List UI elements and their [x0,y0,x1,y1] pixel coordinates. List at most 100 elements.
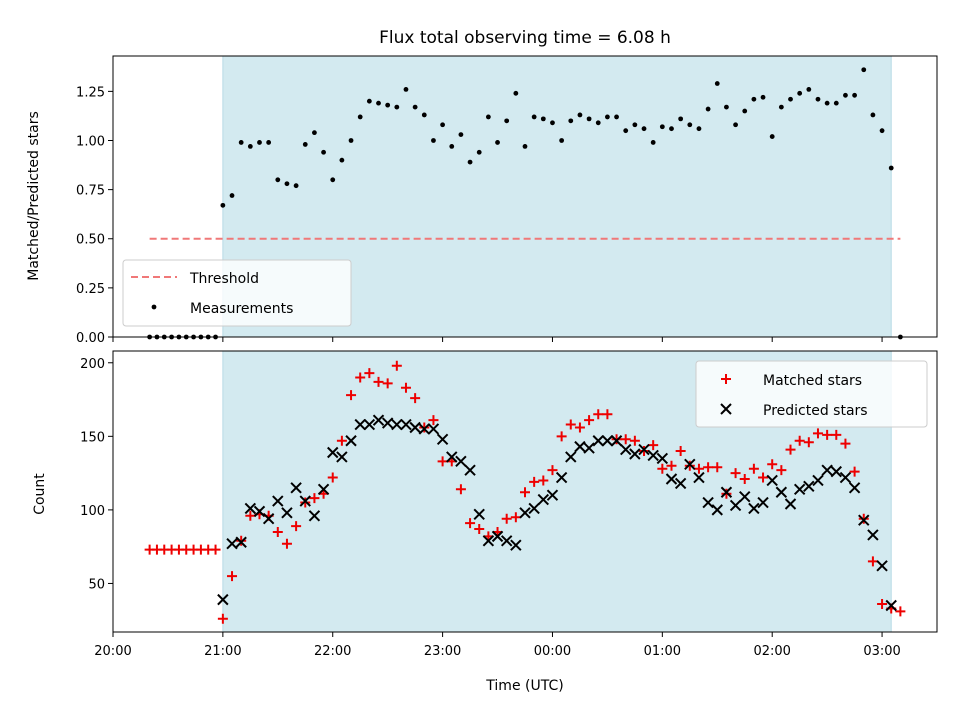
predicted-stars-point [610,435,623,447]
measurement-point [440,122,445,128]
predicted-stars-point [327,446,339,459]
predicted-stars-point [400,418,412,431]
predicted-stars-point [720,486,733,498]
y-tick-label: 1.00 [76,134,105,149]
predicted-stars-point [290,482,302,494]
predicted-stars-point [876,560,888,572]
matched-stars-point [822,429,833,440]
predicted-stars-point [839,471,852,484]
measurement-point [769,134,775,139]
matched-stars-point [657,463,668,474]
measurement-point [504,118,510,124]
predicted-stars-point [565,451,577,463]
measurement-point [257,140,262,145]
legend-matched-label: Matched stars [763,373,862,389]
matched-stars-point [785,444,796,455]
predicted-stars-point [510,539,522,551]
predicted-stars-point [546,489,559,501]
measurement-point [330,177,336,183]
legend-measurements-swatch [151,304,157,310]
matched-stars-point [602,409,613,420]
measurement-point [238,140,244,145]
measurement-point [824,100,830,106]
measurement-point [385,102,391,108]
matched-stars-point [309,493,320,504]
measurement-point [357,114,363,120]
y-tick-label: 100 [80,504,105,519]
measurement-point [788,96,793,102]
x-axis-label: Time (UTC) [485,678,563,694]
matched-stars-point [410,393,421,404]
matched-stars-point [373,376,384,387]
predicted-stars-point [793,483,806,496]
x-tick-label: 22:00 [314,644,351,659]
measurement-point [669,126,674,132]
measurement-point [696,126,702,132]
matched-stars-point [867,556,878,567]
matched-stars-point [730,468,741,479]
measurement-point [550,120,555,126]
measurement-point [522,143,528,149]
measurement-point [870,112,876,118]
matched-stars-point [748,463,759,474]
top-y-axis-label: Matched/Predicted stars [26,111,42,281]
measurement-point [778,104,784,110]
predicted-stars-point [674,477,687,490]
predicted-stars-point [372,414,385,426]
matched-stars-point [300,497,311,508]
matched-stars-point [758,472,769,483]
matched-stars-point [210,544,221,555]
measurement-point [605,114,610,120]
matched-stars-point [336,435,347,446]
legend-matched-swatch [721,374,731,384]
predicted-stars-point [217,593,229,606]
measurement-point [797,90,803,96]
legend-predicted-label: Predicted stars [763,403,868,419]
predicted-stars-point [620,443,632,456]
y-tick-label: 150 [80,430,105,445]
measurement-point [724,104,729,110]
measurement-point [577,112,583,118]
matched-stars-point [739,473,750,484]
measurement-point [705,106,711,112]
measurement-point [467,159,473,165]
predicted-stars-point [748,502,760,515]
predicted-stars-point [601,435,614,447]
chart-title: Flux total observing time = 6.08 h [379,28,671,48]
predicted-stars-point [665,473,678,485]
legend-measurements-label: Measurements [190,301,293,317]
matched-stars-point [227,571,238,582]
predicted-stars-point [803,480,815,493]
matched-stars-point [767,459,778,470]
matched-stars-point [465,518,476,529]
measurement-point [733,122,738,128]
predicted-stars-point [784,498,797,510]
predicted-stars-point [317,483,330,496]
matched-stars-point [611,434,622,445]
y-tick-label: 0.50 [76,233,105,248]
predicted-stars-point [592,435,604,447]
predicted-stars-point [473,508,485,521]
matched-stars-point [437,456,448,467]
matched-stars-point [858,513,869,524]
predicted-stars-point [812,474,824,487]
measurement-point [531,114,537,120]
measurement-point [586,116,592,122]
predicted-stars-point [299,495,311,507]
predicted-stars-point [766,474,778,487]
predicted-stars-point [858,514,870,526]
measurement-point [861,67,867,73]
measurement-point [678,116,684,122]
axes-frame [112,350,938,633]
measurement-point [348,138,354,143]
x-tick-label: 21:00 [204,644,241,659]
predicted-stars-point [885,599,897,612]
measurement-point [852,92,857,98]
measurement-point [312,130,317,136]
predicted-stars-point [308,510,321,522]
measurement-point [650,140,656,145]
predicted-stars-point [482,535,495,547]
matched-stars-point [272,526,283,537]
bottom-y-axis-label: Count [32,473,48,515]
